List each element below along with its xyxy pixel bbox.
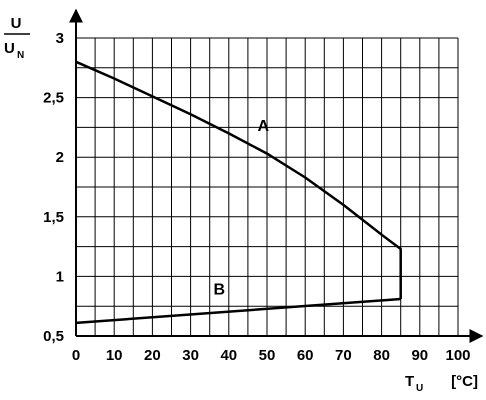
x-tick-label: 70 xyxy=(335,347,352,364)
axes xyxy=(69,8,484,343)
x-axis-label-subscript: U xyxy=(416,383,423,394)
series-group: AB xyxy=(75,60,402,325)
y-axis-label-numerator: U xyxy=(11,15,22,32)
series-label-b: B xyxy=(214,281,226,298)
x-tick-label: 30 xyxy=(182,347,199,364)
x-tick-label: 80 xyxy=(373,347,390,364)
y-axis-label-denominator: U xyxy=(4,40,15,57)
y-tick-label: 2,5 xyxy=(43,90,64,107)
x-tick-label: 40 xyxy=(220,347,237,364)
y-tick-label: 1 xyxy=(56,268,64,285)
x-tick-label: 10 xyxy=(106,347,123,364)
y-axis-label-subscript: N xyxy=(17,50,24,61)
x-tick-label: 0 xyxy=(72,347,80,364)
x-tick-label: 50 xyxy=(259,347,276,364)
y-tick-label: 3 xyxy=(56,30,64,47)
x-tick-label: 60 xyxy=(297,347,314,364)
series-line-a xyxy=(75,60,402,299)
series-label-a: A xyxy=(257,118,269,135)
x-tick-label: 20 xyxy=(144,347,161,364)
x-axis-label-unit: [°C] xyxy=(451,373,478,390)
series-line-b xyxy=(75,297,401,325)
grid-lines xyxy=(76,37,459,336)
x-axis-label-main: T xyxy=(405,373,414,390)
x-tick-label: 90 xyxy=(411,347,428,364)
y-tick-label: 0,5 xyxy=(43,328,64,345)
y-tick-label: 1,5 xyxy=(43,209,64,226)
x-tick-label: 100 xyxy=(445,347,470,364)
y-tick-label: 2 xyxy=(56,149,64,166)
